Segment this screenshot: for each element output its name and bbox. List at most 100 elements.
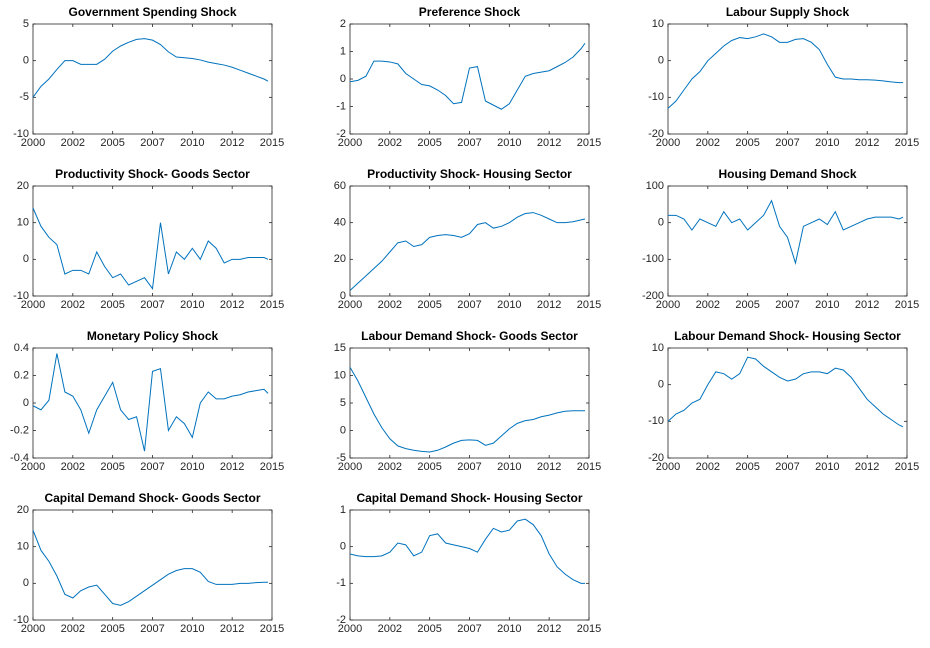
- x-tick-label: 2000: [338, 623, 362, 635]
- data-line: [349, 366, 586, 453]
- y-tick-label: 10: [17, 541, 29, 553]
- x-tick-label: 2002: [696, 137, 720, 149]
- y-tick-label: -10: [648, 91, 664, 103]
- subplot-title: Labour Demand Shock- Goods Sector: [361, 329, 578, 343]
- x-tick-label: 2012: [855, 137, 879, 149]
- subplot-title: Housing Demand Shock: [718, 167, 856, 181]
- y-tick-label: -2: [336, 128, 346, 140]
- x-tick-label: 2007: [457, 299, 481, 311]
- x-tick-label: 2002: [61, 137, 85, 149]
- y-tick-label: -20: [648, 452, 664, 464]
- y-tick-label: 0: [658, 379, 664, 391]
- x-tick-label: 2002: [61, 299, 85, 311]
- y-tick-label: 10: [334, 369, 346, 381]
- x-tick-label: 2005: [735, 299, 759, 311]
- x-tick-label: 2005: [417, 461, 441, 473]
- x-tick-label: 2007: [140, 299, 164, 311]
- axes-box: [32, 347, 273, 459]
- y-tick-label: -10: [13, 128, 29, 140]
- x-tick-label: 2000: [21, 461, 45, 473]
- x-tick-label: 2010: [497, 623, 521, 635]
- y-tick-label: -5: [336, 452, 346, 464]
- x-tick-label: 2012: [537, 461, 561, 473]
- y-tick-label: 20: [334, 253, 346, 265]
- x-tick-label: 2015: [577, 623, 601, 635]
- x-tick-label: 2012: [537, 623, 561, 635]
- y-tick-label: 0.2: [14, 369, 29, 381]
- x-tick-label: 2000: [656, 137, 680, 149]
- x-tick-label: 2010: [815, 299, 839, 311]
- data-line: [349, 42, 586, 110]
- x-tick-label: 2007: [457, 461, 481, 473]
- axes-box: [32, 23, 273, 135]
- x-tick-label: 2000: [21, 299, 45, 311]
- x-tick-label: 2005: [417, 137, 441, 149]
- subplot-title: Capital Demand Shock- Housing Sector: [356, 491, 582, 505]
- y-tick-label: 0: [340, 541, 346, 553]
- x-tick-label: 2007: [140, 137, 164, 149]
- y-tick-label: -100: [642, 253, 664, 265]
- y-tick-label: -10: [648, 415, 664, 427]
- axes-box: [349, 509, 590, 621]
- x-tick-label: 2010: [497, 137, 521, 149]
- data-line: [667, 33, 904, 109]
- x-tick-label: 2000: [656, 299, 680, 311]
- axes-box: [349, 23, 590, 135]
- x-tick-label: 2012: [855, 461, 879, 473]
- x-tick-label: 2005: [417, 623, 441, 635]
- x-tick-label: 2002: [378, 299, 402, 311]
- axes-box: [32, 185, 273, 297]
- subplot-title: Labour Demand Shock- Housing Sector: [674, 329, 901, 343]
- x-tick-label: 2000: [21, 623, 45, 635]
- subplot-title: Productivity Shock- Housing Sector: [367, 167, 572, 181]
- x-tick-label: 2007: [775, 137, 799, 149]
- data-line: [668, 199, 904, 265]
- x-tick-label: 2002: [61, 623, 85, 635]
- x-tick-label: 2012: [537, 137, 561, 149]
- subplot-title: Productivity Shock- Goods Sector: [55, 167, 250, 181]
- x-tick-label: 2005: [100, 623, 124, 635]
- x-tick-label: 2000: [338, 137, 362, 149]
- subplot-title: Government Spending Shock: [68, 5, 236, 19]
- x-tick-label: 2010: [180, 299, 204, 311]
- axes-box: [667, 347, 908, 459]
- x-tick-label: 2007: [457, 623, 481, 635]
- y-tick-label: 10: [652, 342, 664, 354]
- y-tick-label: -0.4: [10, 452, 29, 464]
- y-tick-label: 0: [658, 55, 664, 67]
- y-tick-label: 20: [17, 504, 29, 516]
- y-tick-label: 0: [23, 577, 29, 589]
- y-tick-label: 100: [646, 180, 664, 192]
- x-tick-label: 2002: [378, 137, 402, 149]
- x-tick-label: 2000: [656, 461, 680, 473]
- y-tick-label: 0: [340, 290, 346, 302]
- x-tick-label: 2010: [180, 623, 204, 635]
- data-line: [32, 529, 269, 606]
- y-tick-label: 40: [334, 217, 346, 229]
- x-tick-label: 2012: [220, 461, 244, 473]
- x-tick-label: 2015: [577, 461, 601, 473]
- subplot-title: Capital Demand Shock- Goods Sector: [44, 491, 260, 505]
- y-tick-label: -20: [648, 128, 664, 140]
- x-tick-label: 2000: [338, 299, 362, 311]
- y-tick-label: 0: [23, 253, 29, 265]
- x-tick-label: 2015: [895, 461, 919, 473]
- x-tick-label: 2005: [100, 299, 124, 311]
- y-tick-label: -1: [336, 100, 346, 112]
- data-line: [349, 212, 586, 291]
- data-line: [32, 207, 269, 290]
- x-tick-label: 2002: [378, 623, 402, 635]
- y-tick-label: 2: [340, 18, 346, 30]
- y-tick-label: 0: [23, 55, 29, 67]
- y-tick-label: -0.2: [10, 424, 29, 436]
- x-tick-label: 2002: [696, 461, 720, 473]
- x-tick-label: 2007: [775, 461, 799, 473]
- x-tick-label: 2010: [180, 461, 204, 473]
- x-tick-label: 2002: [378, 461, 402, 473]
- y-tick-label: 10: [17, 217, 29, 229]
- x-tick-label: 2000: [21, 137, 45, 149]
- y-tick-label: -1: [336, 577, 346, 589]
- axes-box: [32, 509, 273, 621]
- y-tick-label: 1: [340, 45, 346, 57]
- data-line: [349, 518, 586, 584]
